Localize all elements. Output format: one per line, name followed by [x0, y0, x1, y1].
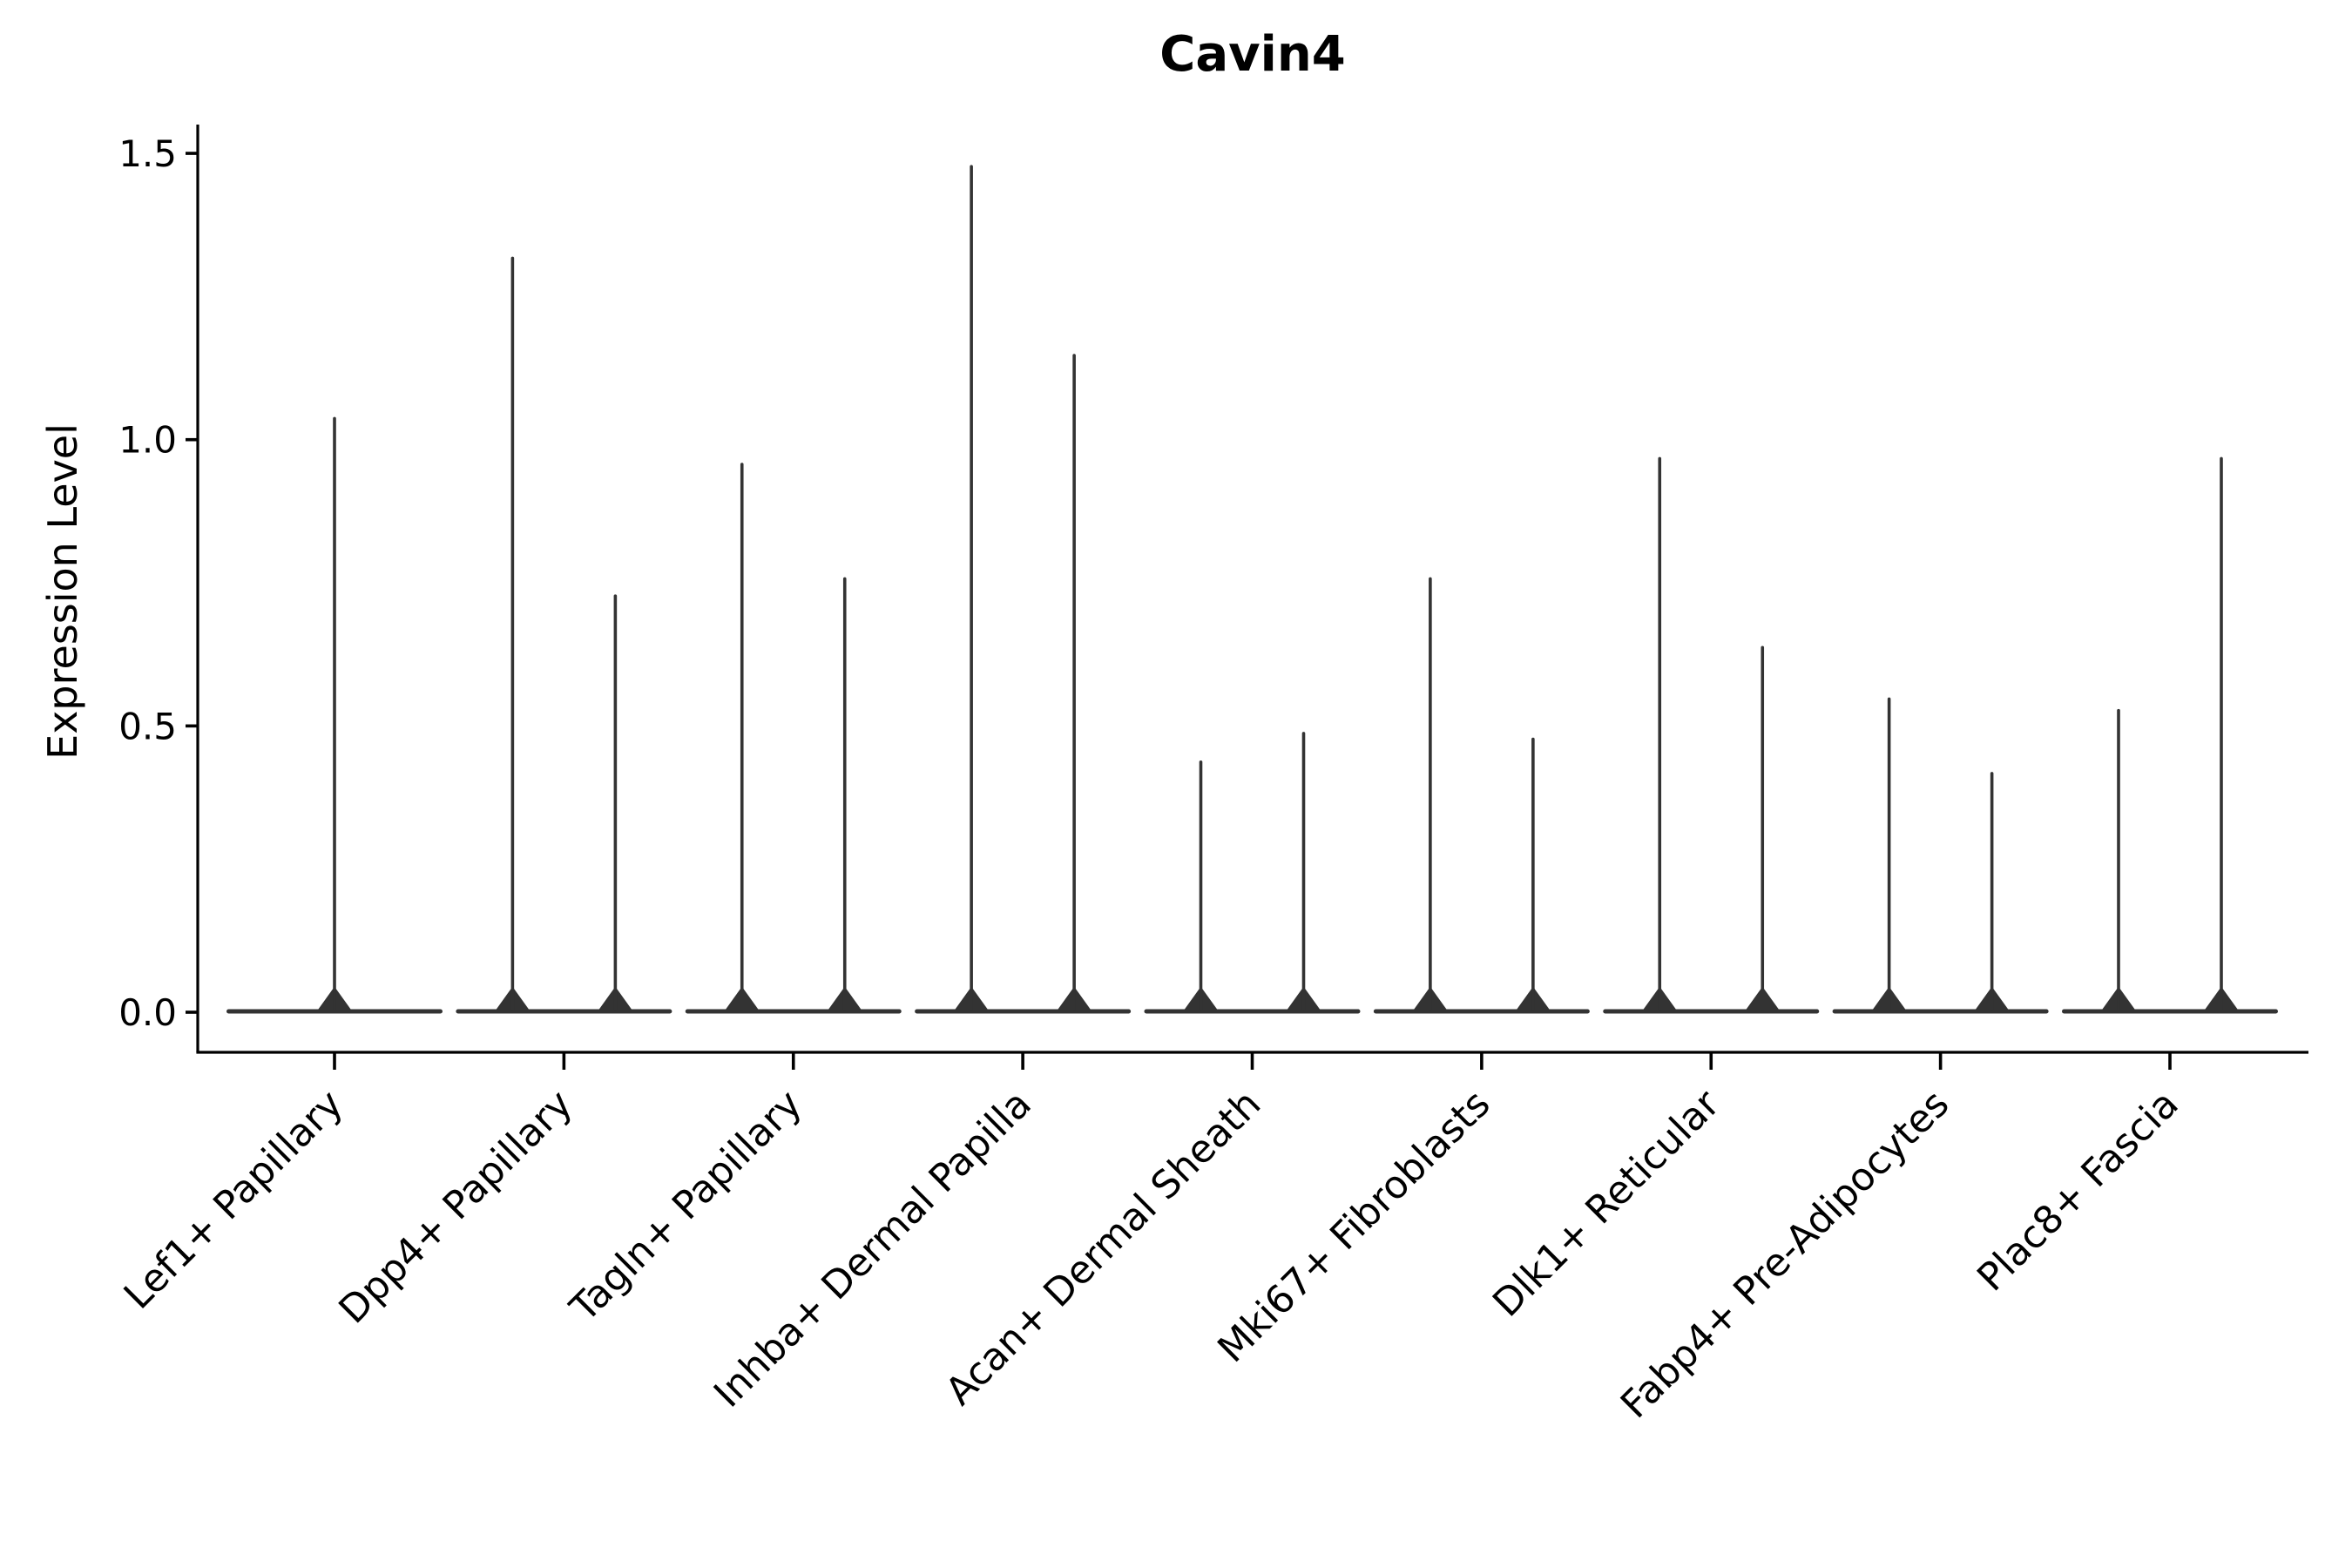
y-tick-label: 0.0 — [118, 991, 177, 1034]
y-tick-label: 0.5 — [118, 705, 177, 747]
y-tick-label: 1.5 — [118, 132, 177, 175]
x-category-label: Tagln+ Papillary — [561, 1082, 810, 1331]
x-category-label: Dpp4+ Papillary — [330, 1082, 581, 1333]
y-tick-label: 1.0 — [118, 419, 177, 462]
x-category-label: Dlk1+ Reticular — [1484, 1081, 1729, 1326]
x-category-label: Plac8+ Fascia — [1969, 1082, 2187, 1301]
chart-title: Cavin4 — [1159, 26, 1346, 83]
x-category-label: Lef1+ Papillary — [116, 1082, 352, 1318]
